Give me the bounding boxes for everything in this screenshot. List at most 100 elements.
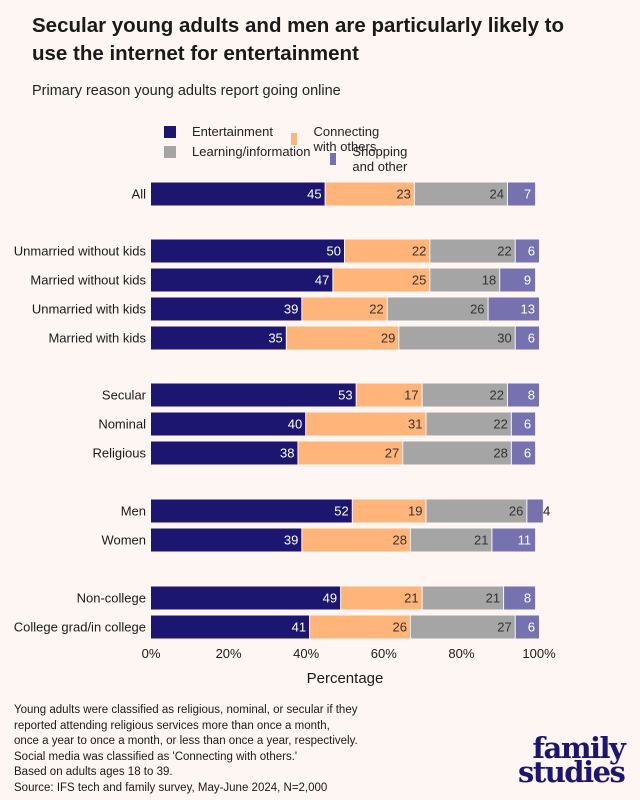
bar-learning-information-all [414, 182, 507, 206]
bar-shopping-and-other-unmarried-with-kids [488, 297, 539, 321]
bar-entertainment-secular [151, 383, 356, 407]
legend-swatch-shopping [330, 153, 337, 165]
bar-learning-information-unmarried-without-kids [430, 239, 515, 263]
bar-entertainment-college-grad-in-college [151, 615, 310, 639]
value-label-entertainment-unmarried-without-kids: 50 [327, 244, 341, 259]
logo-line-1: family [532, 731, 626, 765]
value-label-entertainment-religious: 38 [280, 446, 294, 461]
bar-connecting-with-others-religious [298, 441, 403, 465]
x-tick-label: 20% [216, 646, 242, 661]
bar-entertainment-unmarried-with-kids [151, 297, 302, 321]
bar-entertainment-unmarried-without-kids [151, 239, 344, 263]
value-label-learning-information-unmarried-with-kids: 26 [470, 302, 484, 317]
bar-entertainment-married-with-kids [151, 326, 286, 350]
legend-item-connecting: Connecting with others [291, 124, 385, 154]
value-label-shopping-and-other-married-with-kids: 6 [528, 331, 535, 346]
bar-learning-information-college-grad-in-college [410, 615, 515, 639]
category-label-women: Women [101, 533, 146, 548]
legend-item-learning: Learning/information [164, 144, 311, 159]
category-label-men: Men [121, 504, 146, 519]
bar-shopping-and-other-all [507, 182, 536, 206]
value-label-learning-information-college-grad-in-college: 27 [497, 620, 511, 635]
value-label-shopping-and-other-unmarried-without-kids: 6 [528, 244, 535, 259]
bar-shopping-and-other-religious [511, 441, 536, 465]
chart-subtitle: Primary reason young adults report going… [32, 83, 341, 99]
bar-connecting-with-others-women [302, 528, 410, 552]
value-label-connecting-with-others-college-grad-in-college: 26 [392, 620, 406, 635]
value-label-learning-information-secular: 22 [489, 388, 503, 403]
value-label-shopping-and-other-men: 4 [543, 504, 550, 519]
value-label-shopping-and-other-religious: 6 [524, 446, 531, 461]
bar-shopping-and-other-unmarried-without-kids [515, 239, 539, 263]
bar-learning-information-nominal [426, 412, 511, 436]
family-studies-logo: family studies [518, 731, 626, 787]
value-label-connecting-with-others-women: 28 [392, 533, 406, 548]
legend-label-entertainment: Entertainment [192, 124, 273, 139]
value-label-connecting-with-others-men: 19 [408, 504, 422, 519]
value-label-connecting-with-others-non-college: 21 [404, 591, 418, 606]
bar-learning-information-religious [403, 441, 511, 465]
bar-entertainment-all [151, 182, 325, 206]
legend-swatch-entertainment [164, 125, 176, 138]
bar-learning-information-secular [422, 383, 507, 407]
bar-connecting-with-others-all [325, 182, 414, 206]
x-tick-label: 0% [142, 646, 161, 661]
bar-shopping-and-other-secular [507, 383, 539, 407]
bar-connecting-with-others-nominal [306, 412, 426, 436]
value-label-connecting-with-others-married-with-kids: 29 [381, 331, 395, 346]
value-label-learning-information-married-with-kids: 30 [497, 331, 511, 346]
value-label-learning-information-non-college: 21 [486, 591, 500, 606]
bar-connecting-with-others-college-grad-in-college [310, 615, 410, 639]
bar-entertainment-religious [151, 441, 298, 465]
legend-swatch-connecting [291, 133, 298, 145]
value-label-shopping-and-other-non-college: 8 [524, 591, 531, 606]
bar-shopping-and-other-college-grad-in-college [515, 615, 539, 639]
value-label-entertainment-women: 39 [284, 533, 298, 548]
x-axis: 0% 20% 40% 60% 80% 100% Percentage [142, 646, 556, 687]
bar-learning-information-married-without-kids [430, 268, 500, 292]
bar-connecting-with-others-married-with-kids [286, 326, 399, 350]
bar-entertainment-men [151, 499, 352, 523]
legend-label-shopping: Shopping and other [352, 144, 408, 174]
value-label-connecting-with-others-all: 23 [396, 187, 410, 202]
bar-connecting-with-others-secular [356, 383, 422, 407]
bar-learning-information-men [426, 499, 527, 523]
category-label-non-college: Non-college [77, 591, 146, 606]
bar-shopping-and-other-non-college [504, 586, 536, 610]
category-label-married-without-kids: Married without kids [30, 273, 146, 288]
value-label-entertainment-men: 52 [334, 504, 348, 519]
stacked-bar-chart: All 45 23 24 7 Unmarried without kids 50 22 22 6 M… [14, 182, 556, 687]
bar-learning-information-non-college [422, 586, 504, 610]
category-label-nominal: Nominal [98, 417, 146, 432]
category-label-secular: Secular [102, 388, 147, 403]
legend-item-entertainment: Entertainment [164, 124, 273, 139]
bar-entertainment-non-college [151, 586, 341, 610]
bar-connecting-with-others-unmarried-with-kids [302, 297, 387, 321]
bar-entertainment-married-without-kids [151, 268, 333, 292]
bar-connecting-with-others-married-without-kids [333, 268, 430, 292]
value-label-entertainment-secular: 53 [338, 388, 352, 403]
value-label-connecting-with-others-nominal: 31 [408, 417, 422, 432]
bar-shopping-and-other-married-without-kids [500, 268, 536, 292]
value-label-entertainment-all: 45 [307, 187, 321, 202]
legend-item-shopping: Shopping and other [330, 144, 413, 174]
value-label-connecting-with-others-unmarried-without-kids: 22 [412, 244, 426, 259]
value-label-shopping-and-other-college-grad-in-college: 6 [528, 620, 535, 635]
bar-entertainment-women [151, 528, 302, 552]
value-label-shopping-and-other-all: 7 [524, 187, 531, 202]
value-label-connecting-with-others-married-without-kids: 25 [412, 273, 426, 288]
legend-label-connecting: Connecting with others [313, 124, 380, 154]
value-label-connecting-with-others-secular: 17 [404, 388, 418, 403]
bars-layer: All 45 23 24 7 Unmarried without kids 50 22 22 6 M… [14, 182, 550, 639]
x-tick-label: 60% [371, 646, 397, 661]
x-axis-title: Percentage [307, 670, 384, 687]
value-label-shopping-and-other-unmarried-with-kids: 13 [521, 302, 535, 317]
footnote: Young adults were classified as religiou… [14, 704, 358, 794]
x-tick-label: 80% [448, 646, 474, 661]
category-label-married-with-kids: Married with kids [48, 331, 146, 346]
category-label-unmarried-without-kids: Unmarried without kids [14, 244, 147, 259]
value-label-shopping-and-other-married-without-kids: 9 [524, 273, 531, 288]
value-label-learning-information-women: 21 [474, 533, 488, 548]
chart-title: Secular young adults and men are particu… [32, 14, 565, 65]
x-tick-label: 100% [522, 646, 556, 661]
